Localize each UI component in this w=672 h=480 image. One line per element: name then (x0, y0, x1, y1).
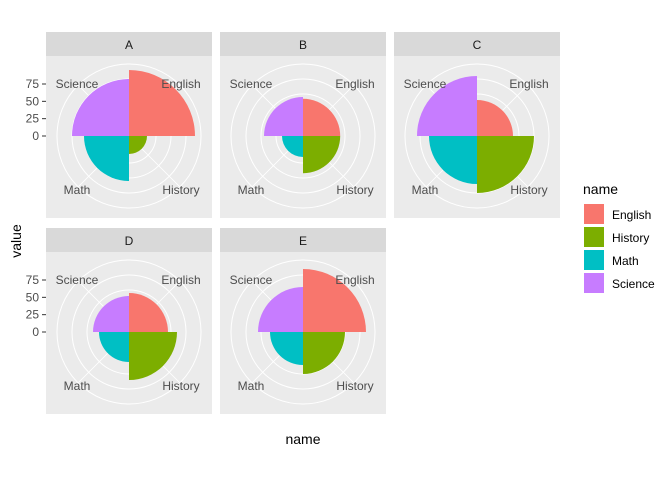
angle-label-english: English (161, 273, 200, 287)
angle-label-english: English (161, 77, 200, 91)
legend: name English History Math Science (583, 181, 655, 293)
y-tick-label: 25 (26, 112, 40, 126)
legend-label-math: Math (612, 254, 639, 268)
facet-strip-label: B (299, 38, 307, 52)
bar-math (84, 136, 129, 181)
angle-label-math: Math (238, 379, 265, 393)
legend-label-english: English (612, 208, 651, 222)
facet-strip (394, 32, 560, 56)
facet-strip (46, 32, 212, 56)
angle-label-history: History (510, 183, 547, 197)
facet-strip-label: E (299, 234, 307, 248)
y-tick-label: 50 (26, 290, 40, 304)
angle-label-math: Math (64, 183, 91, 197)
legend-key-english (584, 204, 604, 224)
facet-strip (220, 228, 386, 252)
y-tick-label: 25 (26, 308, 40, 322)
facet-strip-label: D (125, 234, 134, 248)
facet-strip (46, 228, 212, 252)
angle-label-math: Math (64, 379, 91, 393)
angle-label-history: History (162, 183, 199, 197)
grid-circle (245, 78, 361, 194)
angle-label-math: Math (412, 183, 439, 197)
grid-circle (56, 259, 202, 405)
bar-science (93, 296, 129, 332)
legend-key-math (584, 250, 604, 270)
bar-english (477, 100, 513, 136)
y-tick-label: 0 (32, 129, 39, 143)
facet-panel-c: C English History Math Science (394, 32, 560, 218)
bar-english (303, 98, 341, 136)
bar-english (129, 293, 168, 332)
bar-history (129, 332, 177, 380)
legend-label-history: History (612, 231, 649, 245)
y-tick-label: 75 (26, 77, 40, 91)
angle-label-science: Science (230, 77, 273, 91)
y-tick-label: 50 (26, 94, 40, 108)
bar-science (417, 76, 477, 136)
angle-label-science: Science (56, 273, 99, 287)
grid-circle (230, 63, 376, 209)
facet-panel-a: A English History Math Science 75 50 25 0 (26, 32, 212, 218)
bar-history (303, 332, 345, 374)
facet-panel-e: E English History Math Science (220, 228, 386, 414)
bar-english (303, 269, 366, 332)
legend-title: name (583, 181, 618, 197)
y-tick-label: 75 (26, 273, 40, 287)
legend-key-science (584, 273, 604, 293)
grid-circle (71, 274, 187, 390)
bar-history (303, 136, 341, 174)
x-axis-title: name (285, 431, 320, 447)
angle-label-history: History (336, 379, 373, 393)
bar-math (270, 332, 303, 365)
facet-strip (220, 32, 386, 56)
bar-math (99, 332, 129, 362)
facet-strip-label: A (125, 38, 133, 52)
angle-label-science: Science (56, 77, 99, 91)
bar-english (129, 70, 195, 136)
grid-circle (404, 63, 550, 209)
angle-label-science: Science (230, 273, 273, 287)
angle-label-english: English (335, 77, 374, 91)
facet-strip-label: C (473, 38, 482, 52)
grid-circle (260, 93, 346, 179)
grid-circle (230, 259, 376, 405)
facet-panels: A English History Math Science 75 50 25 0 B Englis… (26, 32, 560, 414)
angle-label-history: History (162, 379, 199, 393)
bar-history (477, 136, 534, 193)
bar-math (282, 136, 303, 157)
bar-science (264, 97, 303, 136)
bar-math (429, 136, 477, 184)
bar-history (129, 136, 147, 154)
facet-panel-b: B English History Math Science (220, 32, 386, 218)
y-tick-label: 0 (32, 325, 39, 339)
angle-label-english: English (335, 273, 374, 287)
grid-circle (56, 63, 202, 209)
angle-label-history: History (336, 183, 373, 197)
bar-science (258, 287, 303, 332)
angle-label-english: English (509, 77, 548, 91)
angle-label-math: Math (238, 183, 265, 197)
angle-label-science: Science (404, 77, 447, 91)
bar-science (72, 79, 129, 136)
y-axis-title: value (8, 224, 24, 258)
facet-panel-d: D English History Math Science 75 50 25 0 (26, 228, 212, 414)
legend-label-science: Science (612, 277, 655, 291)
legend-key-history (584, 227, 604, 247)
